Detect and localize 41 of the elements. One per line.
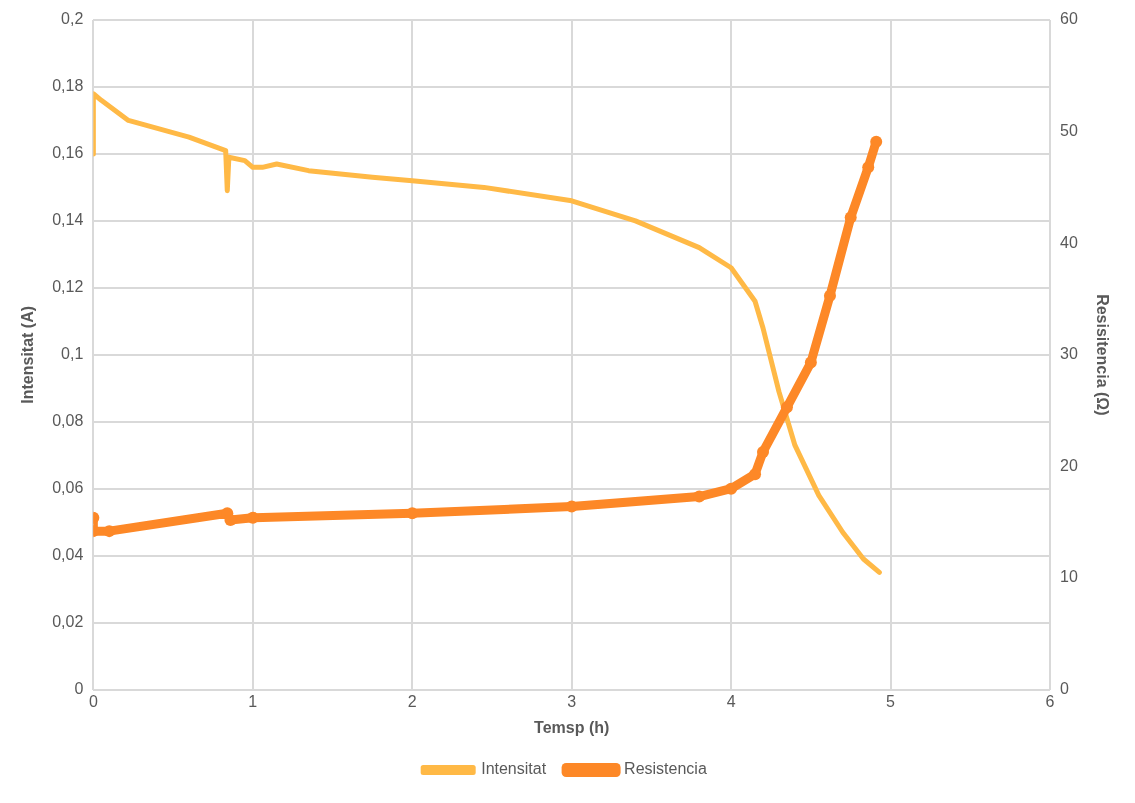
y2-tick-label: 0 [1060, 680, 1069, 698]
point [870, 135, 883, 148]
y-tick-label: 0,18 [52, 77, 84, 95]
point [693, 490, 706, 503]
point [862, 161, 875, 174]
y-tick-label: 0 [74, 680, 84, 698]
point [749, 468, 762, 481]
y-tick-label: 0,1 [61, 345, 84, 363]
point [780, 401, 793, 414]
y2-tick-label: 30 [1060, 345, 1078, 363]
y2-tick-label: 20 [1060, 456, 1078, 474]
y-tick-label: 0,02 [52, 613, 84, 631]
x-tick-label: 5 [886, 692, 896, 710]
point [725, 482, 738, 495]
y-tick-label: 0,16 [52, 144, 84, 162]
legend-label: Intensitat [481, 760, 547, 778]
x-tick-label: 4 [726, 692, 736, 710]
y2-tick-label: 10 [1060, 568, 1078, 586]
point [823, 289, 836, 302]
point [804, 356, 817, 369]
x-tick-label: 1 [248, 692, 258, 710]
y2-axis-title: Resisitencia (Ω) [1093, 294, 1111, 416]
x-tick-label: 2 [407, 692, 417, 710]
point [844, 211, 857, 224]
y-tick-label: 0,08 [52, 412, 84, 430]
x-axis-title: Temsp (h) [534, 718, 610, 736]
point [757, 445, 769, 458]
x-tick-label: 0 [88, 692, 98, 710]
x-tick-label: 3 [567, 692, 577, 710]
y2-tick-label: 50 [1060, 122, 1078, 140]
y-axis-title: Intensitat (A) [19, 305, 37, 404]
y-tick-label: 0,06 [52, 479, 84, 497]
point [565, 500, 578, 513]
y-tick-label: 0,2 [61, 10, 84, 28]
x-tick-label: 6 [1045, 692, 1055, 710]
y-tick-label: 0,12 [52, 278, 84, 296]
y-tick-label: 0,14 [52, 211, 84, 229]
y-tick-label: 0,04 [52, 546, 84, 564]
y2-tick-label: 40 [1060, 233, 1078, 251]
legend-label: Resistencia [624, 760, 707, 778]
y2-tick-label: 60 [1060, 10, 1078, 28]
